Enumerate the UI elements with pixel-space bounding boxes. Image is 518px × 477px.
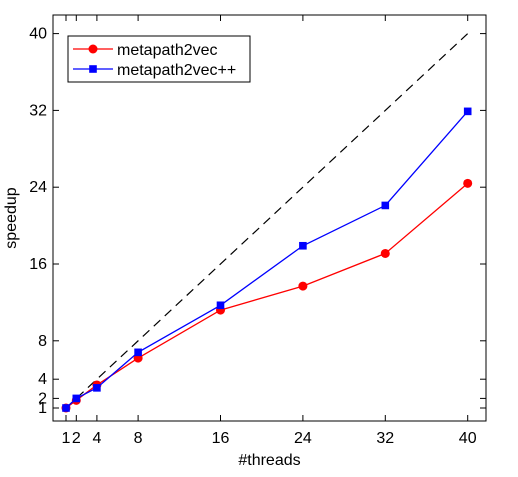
y-tick-label: 32 [29,102,47,119]
y-axis-label: speedup [3,187,20,248]
series-line-1 [65,182,469,409]
series-1-point [380,248,390,258]
plot-frame [52,14,487,422]
y-tick-label: 4 [38,371,47,388]
legend-marker-2 [89,65,97,73]
x-tick-label: 24 [294,430,312,447]
x-tick-label: 1 [62,430,71,447]
series-1-point [298,281,308,291]
legend-box [67,35,251,83]
series-2-point [72,394,81,403]
legend: metapath2vec metapath2vec++ [67,35,251,83]
series-line-2 [65,110,469,409]
y-tick-label: 16 [29,256,47,273]
x-axis-label: #threads [238,452,300,469]
legend-label-2: metapath2vec++ [117,62,236,79]
y-tick-label: 1 [38,400,47,417]
series-2-point [463,107,472,116]
series-2-point [299,241,307,250]
y-tick-label: 40 [29,26,47,43]
x-tick-label: 32 [376,430,394,447]
series-1-point [463,178,473,188]
reference-line-group [65,33,469,409]
series-2-point [134,348,142,357]
legend-entries: metapath2vec metapath2vec++ [73,42,236,79]
y-tick-label: 2 [38,390,47,407]
x-tick-label: 16 [212,430,230,447]
series-2-point [62,404,70,412]
y-tick-label: 24 [29,179,47,196]
x-tick-label: 8 [134,430,143,447]
legend-label-1: metapath2vec [117,42,218,59]
series-2-point [93,384,101,392]
series-2-point [381,201,390,210]
y-tick-label: 8 [38,333,47,350]
series-2-point [216,301,225,310]
x-tick-label: 40 [459,430,477,447]
series-group [61,107,473,413]
legend-marker-1 [88,44,98,54]
ideal-speedup-line [65,33,469,409]
x-tick-label: 2 [72,430,81,447]
x-tick-label: 4 [92,430,101,447]
